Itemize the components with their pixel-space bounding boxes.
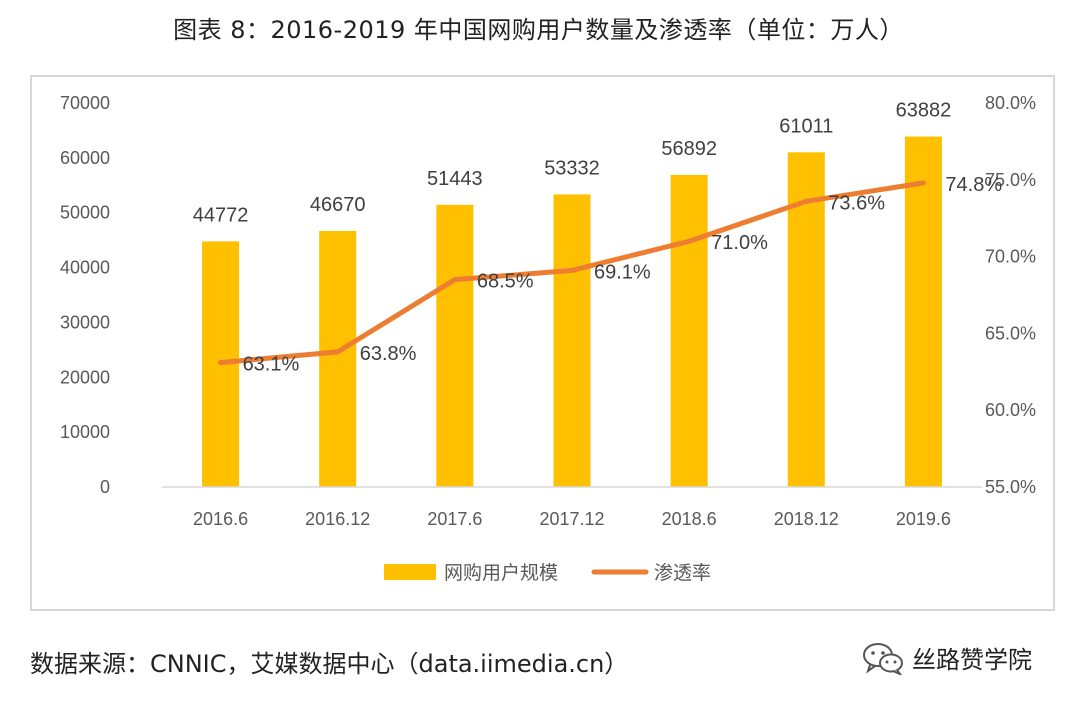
- x-tick-label: 2019.6: [896, 509, 951, 529]
- line-value-label: 69.1%: [594, 261, 651, 283]
- source-note: 数据来源：CNNIC，艾媒数据中心（data.iimedia.cn）: [30, 650, 629, 678]
- chart-title: 图表 8：2016-2019 年中国网购用户数量及渗透率（单位：万人）: [173, 16, 904, 44]
- y-left-tick-label: 60000: [60, 148, 110, 168]
- x-tick-label: 2016.6: [193, 509, 248, 529]
- y-right-tick-label: 75.0%: [985, 170, 1036, 190]
- line-point: [452, 277, 458, 283]
- legend-bar-swatch: [384, 564, 436, 580]
- x-tick-label: 2017.12: [539, 509, 604, 529]
- y-right-tick-label: 60.0%: [985, 400, 1036, 420]
- bar-value-label: 63882: [896, 100, 952, 122]
- line-point: [686, 238, 692, 244]
- y-right-tick-label: 70.0%: [985, 247, 1036, 267]
- legend-bar-label: 网购用户规模: [444, 562, 558, 584]
- bar-value-label: 51443: [427, 168, 483, 190]
- line-value-label: 71.0%: [711, 232, 768, 254]
- bar: [670, 174, 708, 487]
- line-value-label: 63.1%: [243, 354, 300, 376]
- y-left-tick-label: 30000: [60, 312, 110, 332]
- line-point: [803, 198, 809, 204]
- watermark-text: 丝路赞学院: [912, 646, 1032, 674]
- line-value-label: 68.5%: [477, 271, 534, 293]
- bar: [319, 230, 357, 487]
- chart-svg: 0 10000 20000 30000 40000 50000 60000 70000 55.0…: [60, 93, 1036, 584]
- bar-value-label: 46670: [310, 194, 366, 216]
- bar: [904, 136, 942, 488]
- bar: [553, 194, 591, 487]
- legend-line-label: 渗透率: [654, 562, 711, 584]
- bar-value-label: 56892: [661, 138, 717, 160]
- x-tick-label: 2016.12: [305, 509, 370, 529]
- line-value-label: 74.8%: [945, 174, 1002, 196]
- bar-value-label: 44772: [193, 204, 249, 226]
- bar-value-label: 53332: [544, 157, 600, 179]
- line-point: [335, 349, 341, 355]
- y-right-tick-label: 80.0%: [985, 93, 1036, 113]
- line-point: [569, 267, 575, 273]
- y-left-tick-label: 10000: [60, 422, 110, 442]
- x-tick-label: 2017.6: [427, 509, 482, 529]
- y-left-tick-label: 50000: [60, 203, 110, 223]
- bar-value-label: 61011: [779, 115, 833, 137]
- y-left-tick-label: 40000: [60, 258, 110, 278]
- line-value-label: 63.8%: [360, 343, 417, 365]
- x-tick-label: 2018.12: [774, 509, 839, 529]
- x-tick-label: 2018.6: [662, 509, 717, 529]
- line-point: [218, 360, 224, 366]
- line-point: [920, 180, 926, 186]
- y-left-tick-label: 20000: [60, 367, 110, 387]
- y-left-tick-label: 0: [100, 477, 110, 497]
- y-right-tick-label: 65.0%: [985, 323, 1036, 343]
- bar: [436, 204, 474, 487]
- wechat-icon: [863, 642, 903, 675]
- line-value-label: 73.6%: [828, 192, 885, 214]
- watermark: 丝路赞学院: [862, 640, 1032, 675]
- chart-frame: 0 10000 20000 30000 40000 50000 60000 70000 55.0…: [30, 75, 1055, 611]
- y-left-tick-label: 70000: [60, 93, 110, 113]
- y-right-tick-label: 55.0%: [985, 477, 1036, 497]
